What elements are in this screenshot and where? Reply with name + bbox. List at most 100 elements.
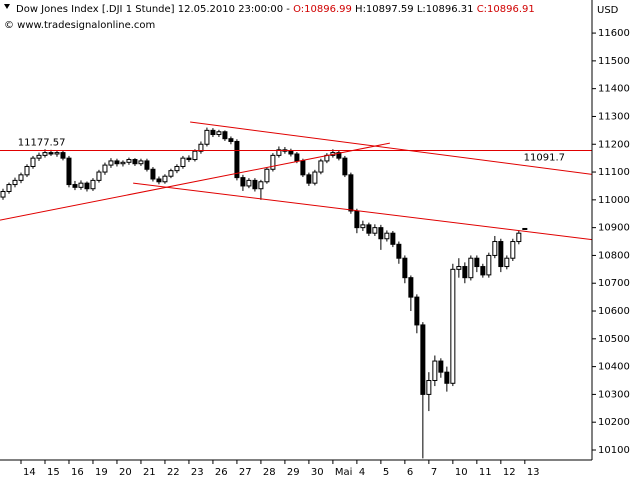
candle-body	[192, 150, 198, 161]
x-tick-label: 10	[455, 467, 468, 478]
header-close: C:10896.91	[477, 4, 535, 15]
trendline	[133, 182, 592, 241]
y-tick-label: 11100	[598, 167, 630, 178]
candle-body	[336, 152, 342, 159]
candle-body	[318, 160, 324, 173]
x-tick-label: 23	[191, 467, 204, 478]
candle-body	[372, 227, 378, 234]
candle-body	[162, 175, 168, 183]
y-tick-label: 10500	[598, 334, 630, 345]
y-tick-label: 11200	[598, 139, 630, 150]
y-tick-label: 11000	[598, 195, 630, 206]
candle-body	[360, 224, 366, 229]
candle-body	[504, 257, 510, 268]
candle-body	[276, 149, 282, 156]
candle-body	[516, 232, 522, 243]
candle-body	[126, 159, 132, 163]
candle-body	[384, 232, 390, 240]
candle-body	[138, 160, 144, 165]
candle-body	[294, 153, 300, 162]
candle-body	[234, 140, 240, 179]
x-tick-label: 27	[239, 467, 252, 478]
candle-body	[498, 241, 504, 268]
header-high: H:10897.59	[355, 4, 414, 15]
x-tick-label: 21	[143, 467, 156, 478]
candle-body	[522, 227, 528, 230]
candle-body	[174, 165, 180, 172]
menu-icon[interactable]	[4, 4, 10, 9]
y-tick-label: 10300	[598, 389, 630, 400]
y-tick-label: 11500	[598, 56, 630, 67]
candle-body	[492, 241, 498, 256]
y-tick-label: 11400	[598, 84, 630, 95]
candle-body	[72, 184, 78, 188]
candle-body	[198, 143, 204, 152]
x-tick-label: 4	[359, 467, 365, 478]
trendline	[190, 121, 592, 175]
candle-body	[150, 168, 156, 180]
candle-body	[288, 150, 294, 155]
x-tick-label: 12	[503, 467, 516, 478]
x-tick-label: 16	[71, 467, 84, 478]
candle-body	[30, 157, 36, 167]
candle-body	[78, 182, 84, 188]
candle-body	[342, 157, 348, 176]
candle-body	[354, 210, 360, 229]
candle-body	[108, 160, 114, 166]
candle-body	[222, 131, 228, 140]
candle-body	[312, 171, 318, 184]
x-tick-label: 26	[215, 467, 228, 478]
y-tick-label: 10800	[598, 250, 630, 261]
x-tick-label: 7	[431, 467, 437, 478]
candle-body	[204, 129, 210, 145]
header-low: L:10896.31	[417, 4, 474, 15]
x-tick-label: 20	[119, 467, 132, 478]
candle-body	[270, 154, 276, 170]
candle-body	[156, 178, 162, 183]
x-tick-label: 19	[95, 467, 108, 478]
candle-body	[36, 154, 42, 159]
candle-body	[462, 266, 468, 279]
candle-body	[18, 174, 24, 181]
plot-area	[0, 121, 592, 459]
candle-body	[486, 254, 492, 276]
x-tick-label: 22	[167, 467, 180, 478]
candle-body	[444, 371, 450, 384]
candle-body	[42, 152, 48, 156]
candle-body	[0, 191, 6, 198]
candle-body	[54, 152, 60, 155]
x-tick-label: 13	[527, 467, 540, 478]
candle-body	[12, 179, 18, 186]
y-tick-label: 11600	[598, 28, 630, 39]
candle-body	[60, 152, 66, 159]
y-tick-label: 10700	[598, 278, 630, 289]
candle-body	[252, 179, 258, 190]
candle-body	[114, 160, 120, 165]
candle-body	[450, 268, 456, 384]
header-open: O:10896.99	[293, 4, 352, 15]
candle-body	[246, 179, 252, 187]
x-tick-label: 29	[287, 467, 300, 478]
y-tick-label: 10900	[598, 223, 630, 234]
y-tick-label: 11300	[598, 111, 630, 122]
candle-body	[456, 266, 462, 270]
y-tick-label: 10600	[598, 306, 630, 317]
candle-body	[480, 266, 486, 276]
x-tick-label: 28	[263, 467, 276, 478]
candle-body	[258, 181, 264, 190]
candle-body	[144, 160, 150, 170]
candle-body	[300, 160, 306, 176]
candle-body	[432, 360, 438, 382]
candle-body	[186, 157, 192, 161]
x-tick-label: 15	[47, 467, 60, 478]
trendline-label: 11177.57	[18, 137, 66, 148]
x-tick-label: 14	[23, 467, 36, 478]
y-tick-label: 10100	[598, 445, 630, 456]
x-tick-label: 11	[479, 467, 492, 478]
candle-body	[426, 380, 432, 395]
candle-body	[84, 182, 90, 190]
x-tick-label: 30	[311, 467, 324, 478]
candle-body	[390, 232, 396, 245]
candle-body	[48, 152, 54, 155]
